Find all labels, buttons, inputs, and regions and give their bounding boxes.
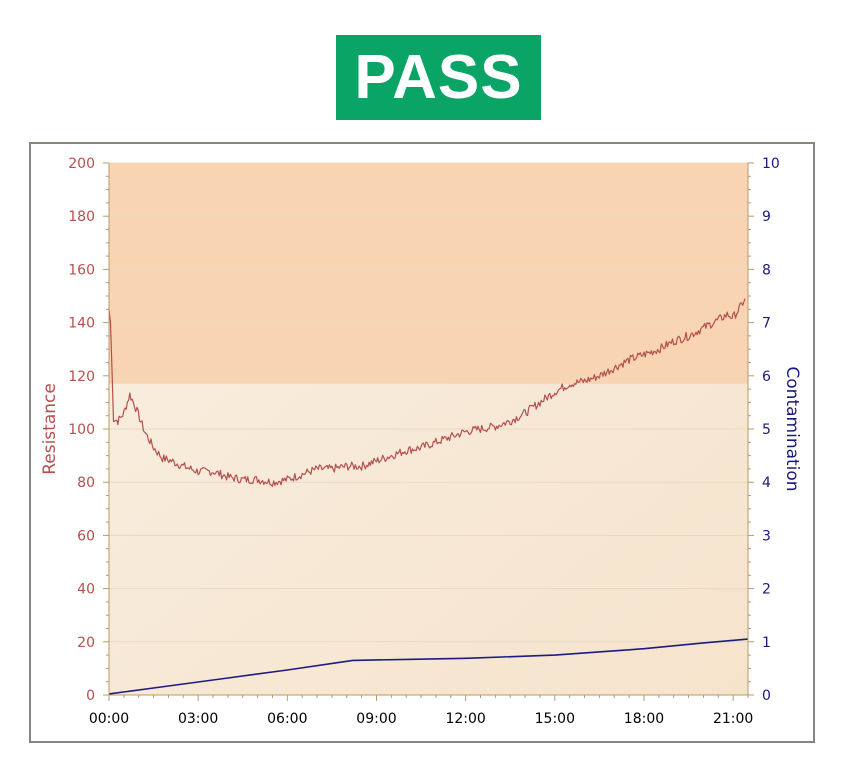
chart-frame: 0 20 40 60 80 100 120 140 160 180 200 0 1 2 3 4 5 6 7 8 9 10 0…	[29, 142, 815, 743]
resistance-contamination-chart: 0 20 40 60 80 100 120 140 160 180 200 0 1 2 3 4 5 6 7 8 9 10 0…	[40, 156, 802, 727]
y-right-tick-label: 10	[762, 156, 780, 172]
threshold-band	[109, 163, 748, 384]
y-left-tick-label: 200	[68, 156, 95, 172]
y-left-tick-label: 40	[77, 582, 95, 598]
y-right-tick-label: 8	[762, 262, 771, 278]
y-axis-left-title: Resistance	[40, 383, 60, 475]
y-left-tick-label: 0	[86, 688, 95, 704]
y-right-tick-label: 0	[762, 688, 771, 704]
y-left-tick-label: 180	[68, 209, 95, 225]
y-right-tick-label: 6	[762, 369, 771, 385]
x-tick-label: 03:00	[178, 711, 218, 727]
x-tick-label: 18:00	[624, 711, 664, 727]
y-axis-right-title: Contamination	[782, 366, 802, 491]
y-left-tick-label: 60	[77, 528, 95, 544]
x-tick-label: 09:00	[356, 711, 396, 727]
x-tick-label: 21:00	[713, 711, 753, 727]
y-right-tick-label: 2	[762, 582, 771, 598]
y-right-tick-label: 9	[762, 209, 771, 225]
y-right-tick-label: 3	[762, 528, 771, 544]
y-left-tick-label: 80	[77, 475, 95, 491]
y-left-tick-label: 20	[77, 635, 95, 651]
contamination-series-line	[108, 638, 749, 695]
y-left-tick-label: 160	[68, 262, 95, 278]
y-left-tick-label: 100	[68, 422, 95, 438]
y-left-tick-label: 120	[68, 369, 95, 385]
x-tick-label: 15:00	[535, 711, 575, 727]
status-badge: PASS	[336, 35, 541, 120]
resistance-series-line	[108, 298, 746, 487]
x-tick-label: 00:00	[89, 711, 129, 727]
y-right-tick-label: 4	[762, 475, 771, 491]
y-right-tick-label: 1	[762, 635, 771, 651]
y-right-tick-label: 5	[762, 422, 771, 438]
x-tick-label: 12:00	[445, 711, 485, 727]
y-left-tick-label: 140	[68, 316, 95, 332]
y-right-tick-label: 7	[762, 316, 771, 332]
x-tick-label: 06:00	[267, 711, 307, 727]
